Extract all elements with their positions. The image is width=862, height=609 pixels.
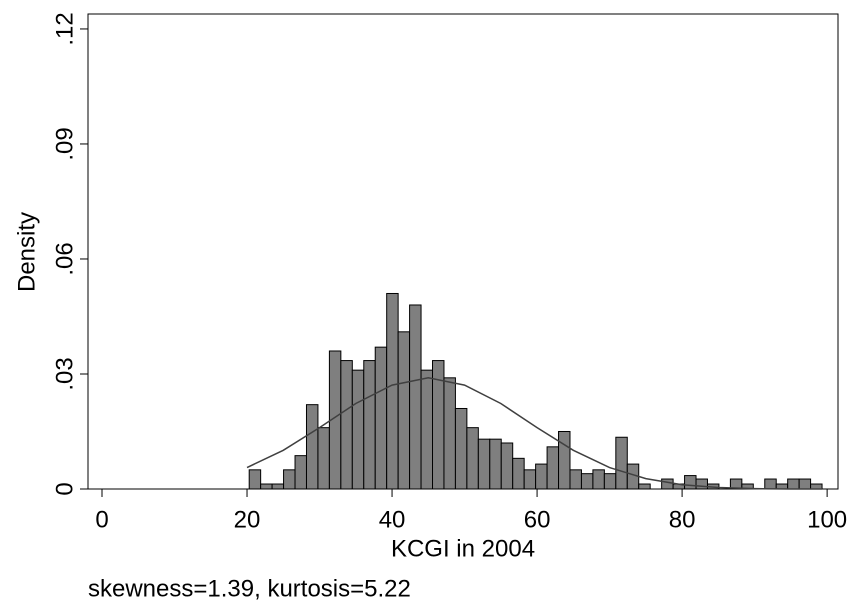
bar xyxy=(603,473,617,490)
bar xyxy=(500,442,514,490)
bar xyxy=(580,473,594,490)
bar xyxy=(351,369,365,490)
x-tick-label: 60 xyxy=(524,506,551,533)
x-axis-label: KCGI in 2004 xyxy=(391,535,535,562)
x-tick-label: 100 xyxy=(807,506,847,533)
bar xyxy=(512,457,525,490)
bar xyxy=(409,304,422,490)
bar xyxy=(363,360,376,490)
bar xyxy=(340,360,353,490)
bar xyxy=(477,438,491,490)
bar xyxy=(397,331,411,490)
bar xyxy=(695,478,708,490)
x-tick-label: 20 xyxy=(234,506,261,533)
bar xyxy=(489,438,502,490)
note: skewness=1.39, kurtosis=5.22 xyxy=(88,575,411,602)
bar xyxy=(638,483,651,490)
y-tick-label: .03 xyxy=(51,357,78,390)
x-tick-label: 0 xyxy=(95,506,108,533)
bar xyxy=(420,369,434,490)
bar xyxy=(684,475,697,490)
y-tick-label: .09 xyxy=(51,127,78,160)
bar xyxy=(535,463,548,490)
bar xyxy=(523,469,537,490)
bar xyxy=(248,469,262,490)
y-tick-label: .06 xyxy=(51,242,78,275)
bar xyxy=(305,404,319,490)
bar xyxy=(798,478,812,490)
bar xyxy=(454,407,468,490)
density-curve xyxy=(246,377,823,490)
x-tick-label: 40 xyxy=(379,506,406,533)
bar xyxy=(592,469,605,490)
bar xyxy=(569,469,582,490)
bar xyxy=(558,430,571,490)
bar xyxy=(294,455,307,490)
bar xyxy=(661,478,674,490)
bar xyxy=(317,427,330,490)
bar xyxy=(787,478,800,490)
y-tick-label: 0 xyxy=(51,482,78,495)
bar xyxy=(283,469,296,490)
y-axis-label: Density xyxy=(13,212,40,292)
bar xyxy=(615,436,628,490)
bar xyxy=(764,478,777,490)
bar xyxy=(466,427,479,490)
bar xyxy=(374,346,388,490)
bar xyxy=(386,292,399,490)
bar xyxy=(271,483,285,490)
bar xyxy=(546,446,560,490)
x-tick-label: 80 xyxy=(669,506,696,533)
y-tick-label: .12 xyxy=(51,12,78,45)
bar xyxy=(443,377,456,490)
bar xyxy=(260,483,273,490)
